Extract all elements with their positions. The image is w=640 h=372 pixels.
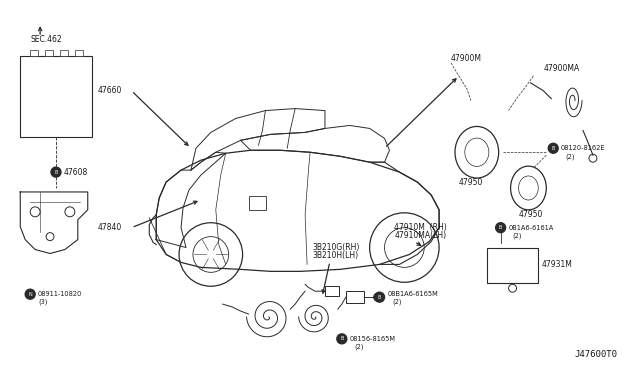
Text: SEC.462: SEC.462 <box>30 35 62 44</box>
Text: 47900MA: 47900MA <box>543 64 580 73</box>
Text: 47950: 47950 <box>459 177 483 186</box>
Text: 3B210G(RH): 3B210G(RH) <box>312 243 360 252</box>
Text: (2): (2) <box>513 232 522 239</box>
Text: N: N <box>28 292 32 297</box>
Circle shape <box>374 292 385 302</box>
Text: 08911-10820: 08911-10820 <box>38 291 83 297</box>
Text: 47900M: 47900M <box>451 54 482 64</box>
Text: (3): (3) <box>38 299 47 305</box>
Bar <box>20 56 92 137</box>
Text: 47950: 47950 <box>518 210 543 219</box>
Text: 47840: 47840 <box>98 223 122 232</box>
Circle shape <box>548 143 558 153</box>
Text: 47608: 47608 <box>64 168 88 177</box>
Text: 47660: 47660 <box>98 86 122 95</box>
Bar <box>75 50 83 56</box>
Bar <box>248 196 266 210</box>
Text: B: B <box>499 225 502 230</box>
Text: B: B <box>552 146 555 151</box>
Bar <box>346 291 364 303</box>
Text: 08B1A6-6165M: 08B1A6-6165M <box>387 291 438 297</box>
Bar <box>45 50 53 56</box>
Text: B: B <box>378 295 381 300</box>
Text: 3B210H(LH): 3B210H(LH) <box>312 251 358 260</box>
Text: 08156-8165M: 08156-8165M <box>350 336 396 342</box>
Circle shape <box>495 223 506 232</box>
Bar <box>325 286 339 296</box>
Circle shape <box>51 167 61 177</box>
Text: (2): (2) <box>355 343 364 350</box>
Circle shape <box>337 334 347 344</box>
Text: B: B <box>54 170 58 174</box>
Text: 0B1A6-6161A: 0B1A6-6161A <box>509 225 554 231</box>
Text: J47600T0: J47600T0 <box>575 350 618 359</box>
Text: 08120-8162E: 08120-8162E <box>560 145 605 151</box>
Text: 47931M: 47931M <box>541 260 572 269</box>
Text: B: B <box>340 336 344 341</box>
Text: (2): (2) <box>565 154 575 160</box>
Bar <box>60 50 68 56</box>
Bar <box>487 247 538 283</box>
Text: (2): (2) <box>392 299 402 305</box>
Text: 47910M  (RH): 47910M (RH) <box>394 223 447 232</box>
Circle shape <box>25 289 35 299</box>
Bar <box>30 50 38 56</box>
Text: 47910MA(LH): 47910MA(LH) <box>394 231 447 240</box>
